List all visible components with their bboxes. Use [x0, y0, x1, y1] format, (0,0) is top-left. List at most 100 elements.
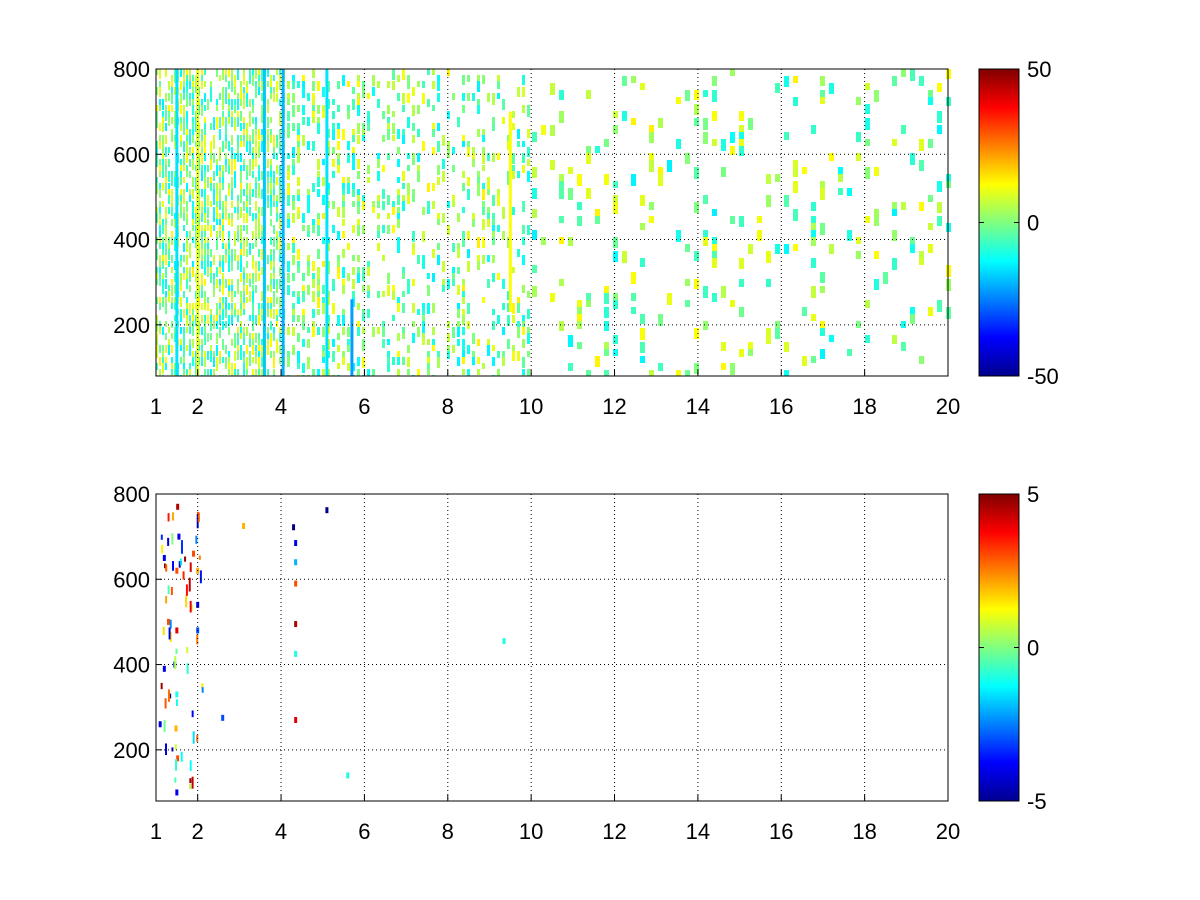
heatmap-cell [243, 327, 245, 336]
heatmap-cell [357, 75, 360, 82]
heatmap-cell [367, 267, 370, 276]
heatmap-cell [317, 225, 320, 236]
heatmap-cell [292, 291, 295, 297]
heatmap-cell [243, 87, 245, 98]
heatmap-cell [901, 202, 906, 210]
heatmap-cell [437, 351, 440, 357]
heatmap-cell [595, 356, 600, 367]
heatmap-cell [159, 267, 161, 275]
heatmap-cell [255, 135, 257, 142]
heatmap-cell [739, 132, 744, 139]
heatmap-cell [417, 129, 420, 137]
heatmap-cell [279, 255, 281, 262]
heatmap-cell [237, 339, 239, 349]
heatmap-cell [279, 129, 281, 140]
heatmap-cell [228, 105, 230, 112]
heatmap-cell [276, 141, 278, 148]
heatmap-cell [517, 129, 520, 139]
heatmap-cell [522, 315, 525, 323]
heatmap-cell [222, 279, 224, 286]
heatmap-cell [297, 81, 300, 88]
heatmap-cell [159, 105, 161, 111]
heatmap-cell [279, 165, 281, 176]
heatmap-cell [216, 357, 218, 365]
heatmap-cell [210, 159, 212, 170]
heatmap-cell [312, 225, 315, 233]
heatmap-cell [397, 189, 400, 200]
heatmap-cell [183, 369, 185, 376]
heatmap-cell [367, 177, 370, 183]
heatmap-cell [273, 237, 275, 247]
heatmap-cell [432, 105, 435, 111]
x-tick-label: 12 [602, 819, 626, 844]
heatmap-cell [270, 285, 272, 292]
heatmap-cell [467, 189, 470, 200]
heatmap-cell [189, 99, 191, 106]
heatmap-cell [820, 321, 825, 331]
heatmap-cell [577, 307, 582, 319]
heatmap-cell [577, 321, 582, 329]
heatmap-point [196, 634, 199, 645]
heatmap-cell [273, 93, 275, 102]
heatmap-cell [210, 141, 212, 152]
heatmap-cell [467, 93, 470, 101]
heatmap-cell [255, 267, 257, 274]
heatmap-cell [279, 141, 281, 148]
heatmap-cell [228, 369, 230, 375]
heatmap-cell [332, 111, 335, 119]
heatmap-cell [165, 291, 167, 300]
heatmap-cell [255, 231, 257, 241]
heatmap-cell [417, 309, 420, 315]
heatmap-cell [171, 129, 173, 140]
heatmap-cell [195, 231, 197, 241]
heatmap-cell [472, 93, 475, 101]
heatmap-cell [225, 201, 227, 212]
y-tick-label: 600 [113, 567, 150, 592]
heatmap-point [180, 561, 183, 566]
bottom-x-ticks: 1 2 4 6 8 10 12 14 16 18 20 [150, 795, 960, 844]
heatmap-cell [649, 202, 654, 210]
heatmap-cell [270, 249, 272, 259]
heatmap-cell [382, 201, 385, 210]
heatmap-cell [225, 75, 227, 82]
heatmap-cell [204, 369, 206, 376]
heatmap-cell [847, 188, 852, 196]
heatmap-cell [357, 219, 360, 230]
heatmap-cell [322, 237, 325, 244]
heatmap-cell [577, 174, 582, 186]
heatmap-cell [685, 279, 690, 286]
heatmap-cell [201, 345, 203, 353]
heatmap-cell [171, 195, 173, 205]
heatmap-cell [856, 97, 861, 105]
heatmap-cell [192, 75, 194, 81]
heatmap-cell [183, 273, 185, 280]
heatmap-cell [397, 357, 400, 365]
heatmap-cell [267, 201, 269, 208]
heatmap-cell [216, 267, 218, 277]
heatmap-cell [255, 315, 257, 325]
heatmap-cell [249, 99, 251, 107]
heatmap-point [162, 626, 165, 635]
heatmap-cell [204, 303, 206, 310]
heatmap-cell [402, 105, 405, 112]
heatmap-cell [186, 327, 188, 333]
heatmap-cell [387, 213, 390, 219]
heatmap-cell [237, 195, 239, 203]
heatmap-cell [766, 251, 771, 263]
heatmap-cell [186, 123, 188, 132]
heatmap-cell [246, 363, 248, 373]
heatmap-cell [640, 342, 645, 353]
heatmap-cell [342, 183, 345, 193]
heatmap-cell [327, 201, 330, 208]
heatmap-cell [432, 201, 435, 209]
heatmap-cell [292, 123, 295, 131]
heatmap-cell [219, 285, 221, 292]
heatmap-cell [432, 147, 435, 155]
heatmap-cell [258, 219, 260, 230]
heatmap-cell [307, 261, 310, 270]
heatmap-cell [482, 297, 485, 303]
heatmap-cell [775, 174, 780, 182]
heatmap-cell [522, 369, 525, 376]
heatmap-point [182, 571, 185, 580]
